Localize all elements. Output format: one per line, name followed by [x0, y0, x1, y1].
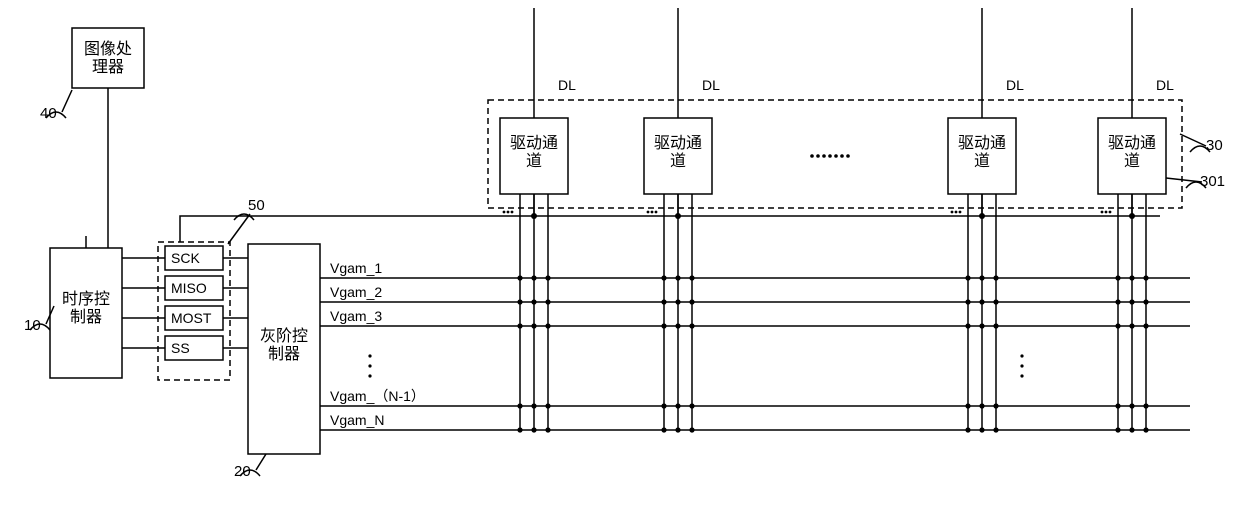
 — [1180, 134, 1206, 146]
spi-label-ss: SS — [171, 340, 190, 356]
 — [256, 454, 266, 470]
ref-40: 40 — [40, 105, 57, 122]
spi-label-most: MOST — [171, 310, 212, 326]
vgam-label-3: Vgam_（N-1） — [330, 388, 425, 404]
ref-30: 30 — [1206, 137, 1223, 154]
image-processor — [72, 28, 144, 88]
ref-20: 20 — [234, 463, 251, 480]
vgam-label-2: Vgam_3 — [330, 308, 382, 324]
 — [228, 214, 250, 244]
dl-label-3: DL — [1156, 77, 1174, 93]
dl-label-2: DL — [1006, 77, 1024, 93]
dl-label-1: DL — [702, 77, 720, 93]
control-bus — [180, 216, 1160, 242]
 — [62, 90, 72, 112]
ref-50: 50 — [248, 197, 265, 214]
drive-group — [488, 100, 1182, 208]
dl-label-0: DL — [558, 77, 576, 93]
spi-label-miso: MISO — [171, 280, 207, 296]
vgam-label-1: Vgam_2 — [330, 284, 382, 300]
 — [234, 214, 254, 220]
ref-10: 10 — [24, 317, 41, 334]
 — [1166, 178, 1202, 182]
vgam-label-4: Vgam_N — [330, 412, 384, 428]
ref-301: 301 — [1200, 173, 1225, 190]
vgam-label-0: Vgam_1 — [330, 260, 382, 276]
spi-label-sck: SCK — [171, 250, 200, 266]
